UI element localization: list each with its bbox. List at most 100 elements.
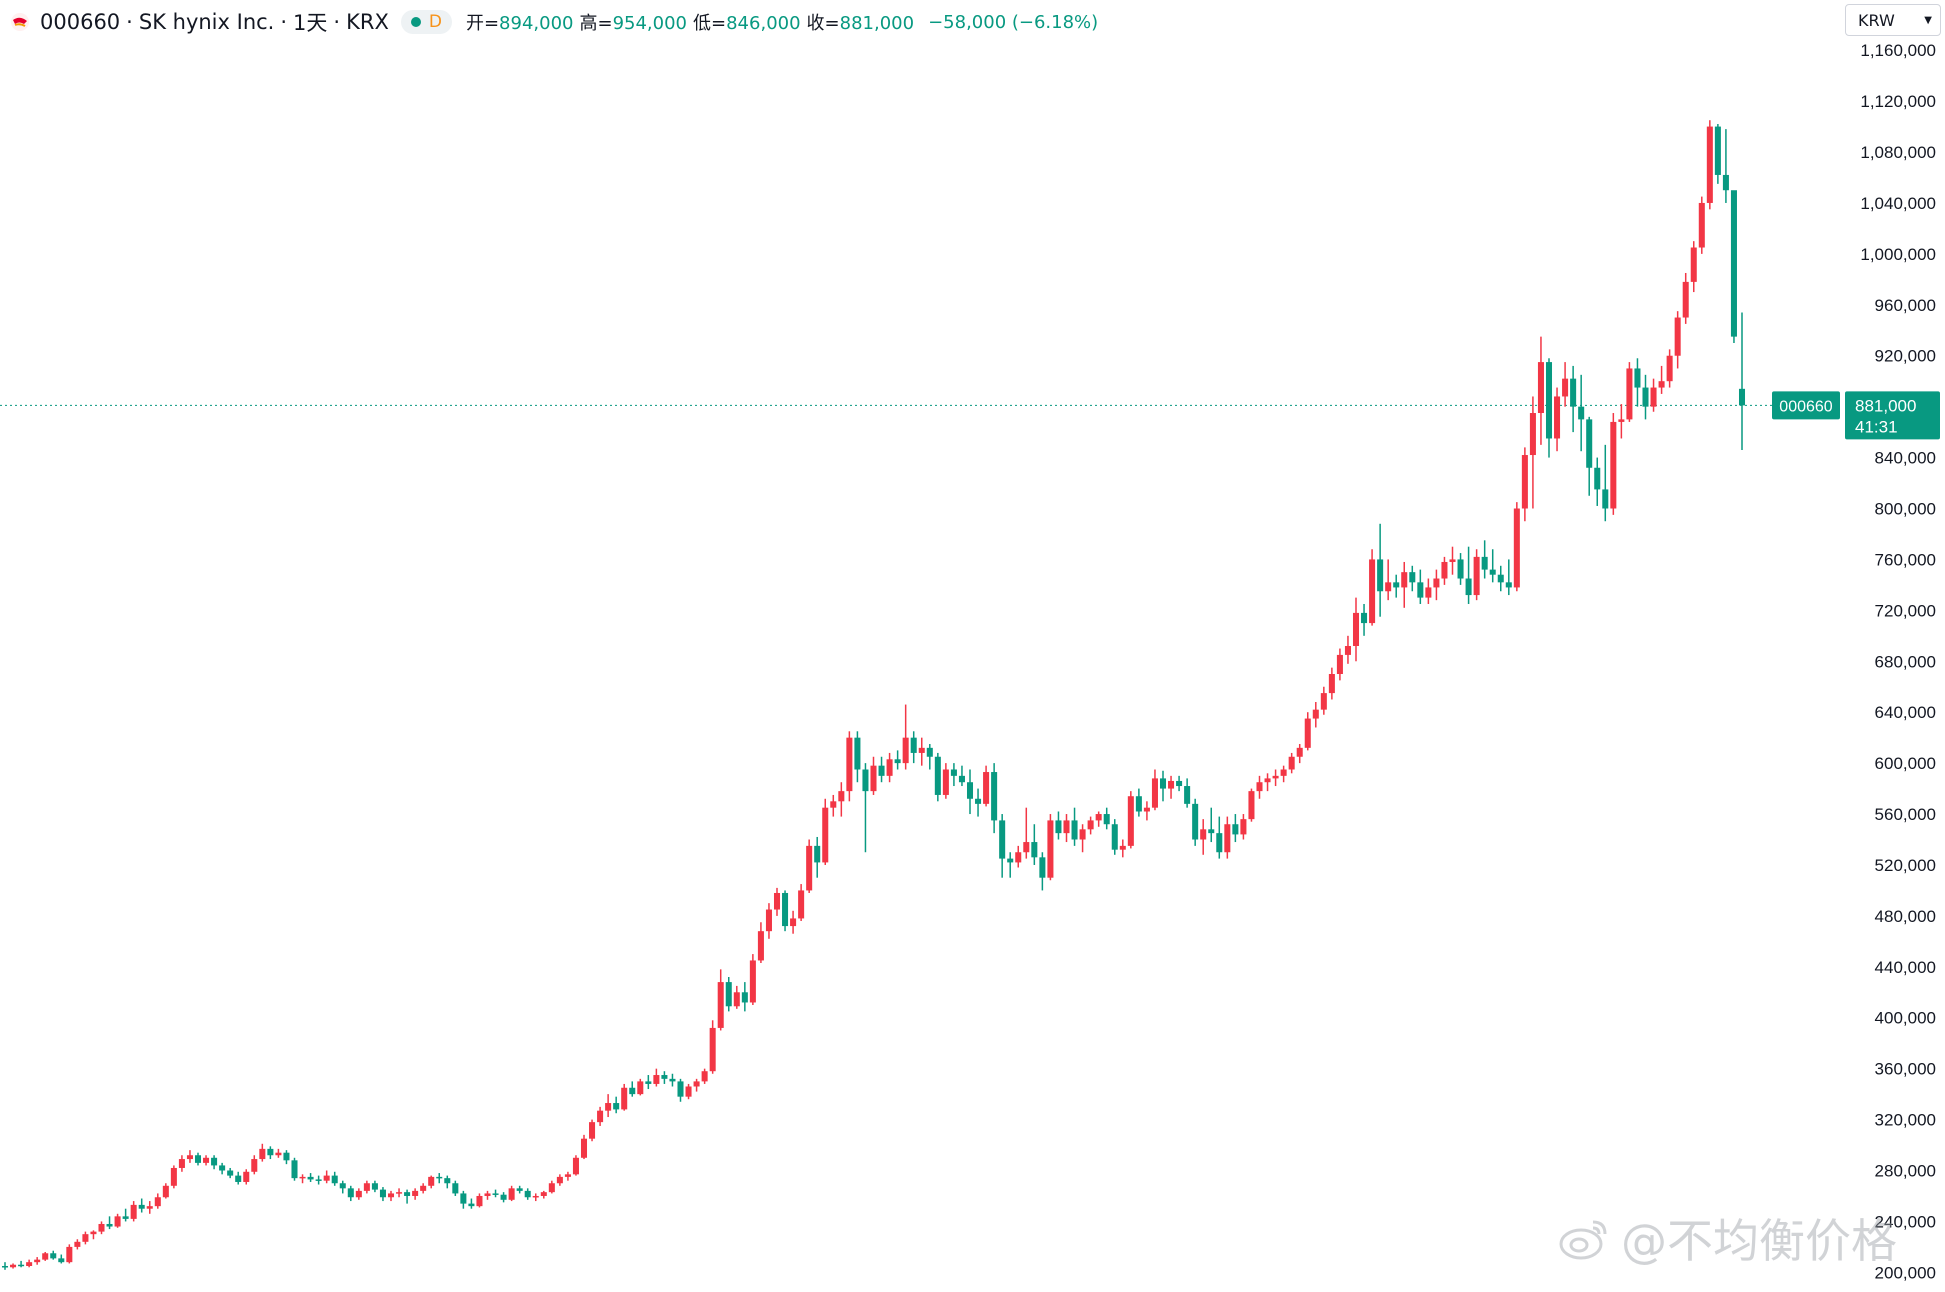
candle-body: [267, 1148, 274, 1156]
candle-body: [1393, 582, 1400, 588]
candle-body: [1562, 378, 1569, 397]
chevron-down-icon: ▼: [1924, 14, 1932, 26]
candle-body: [122, 1216, 129, 1219]
candle-body: [741, 992, 748, 1003]
candle-body: [822, 807, 829, 863]
candle-body: [1529, 413, 1536, 456]
candle-body: [1578, 406, 1585, 420]
candle-body: [1240, 819, 1247, 835]
candle-body: [846, 737, 853, 792]
price-axis-tick-label: 280,000: [1875, 1162, 1936, 1181]
candle-body: [870, 765, 877, 792]
candle-body: [942, 769, 949, 795]
candle-body: [1626, 368, 1633, 420]
candle-body: [1256, 782, 1263, 792]
candle-body: [1594, 467, 1601, 490]
candle-body: [1208, 829, 1215, 834]
candle-body: [1706, 126, 1713, 203]
candle-body: [1127, 796, 1134, 846]
watermark-text: @不均衡价格: [1621, 1214, 1897, 1268]
price-tag-countdown: 41:31: [1855, 417, 1898, 436]
price-axis-tick-label: 520,000: [1875, 856, 1936, 875]
candle-body: [1618, 419, 1625, 422]
candle-body: [1192, 803, 1199, 840]
candle-body: [830, 801, 837, 808]
candle-body: [685, 1086, 692, 1097]
candle-body: [1505, 582, 1512, 588]
candle-body: [1714, 126, 1721, 175]
candle-body: [1055, 820, 1062, 834]
symbol-name[interactable]: SK hynix Inc.: [138, 10, 275, 34]
candle-body: [1023, 842, 1030, 853]
candle-body: [532, 1195, 539, 1198]
candle-body: [1738, 388, 1746, 406]
candle-body: [412, 1190, 419, 1196]
ohlc-high: 高=954,000: [579, 9, 687, 35]
candle-body: [790, 918, 797, 927]
candle-body: [637, 1081, 644, 1095]
price-axis-tick-label: 400,000: [1875, 1009, 1936, 1028]
currency-selector[interactable]: KRW ▼: [1845, 4, 1941, 36]
candle-body: [339, 1183, 346, 1189]
legend-separator: ·: [126, 10, 133, 34]
candle-body: [1352, 612, 1360, 646]
price-axis-tick-label: 480,000: [1875, 907, 1936, 926]
low-value: 846,000: [726, 13, 801, 34]
candle-body: [178, 1159, 185, 1168]
candle-body: [420, 1185, 427, 1191]
interval-label[interactable]: 1天: [293, 11, 328, 35]
candle-body: [1264, 778, 1271, 783]
candle-body: [701, 1071, 708, 1082]
candle-body: [452, 1183, 459, 1194]
candle-body: [1176, 780, 1183, 787]
candle-body: [1513, 508, 1520, 588]
candle-body: [1457, 559, 1464, 579]
candle-body: [1248, 791, 1255, 820]
candle-body: [854, 737, 861, 770]
candle-body: [1473, 556, 1480, 596]
candle-body: [484, 1193, 491, 1196]
candle-body: [323, 1175, 330, 1181]
candle-body: [677, 1081, 684, 1097]
price-axis-tick-label: 320,000: [1875, 1111, 1936, 1130]
price-axis-tick-label: 1,160,000: [1860, 41, 1936, 60]
candle-body: [1537, 362, 1544, 414]
symbol-code[interactable]: 000660: [40, 10, 121, 34]
candle-body: [283, 1152, 290, 1161]
candle-body: [1425, 587, 1432, 598]
candle-body: [1320, 693, 1327, 710]
candle-body: [572, 1157, 579, 1175]
candle-body: [396, 1192, 403, 1194]
candle-body: [10, 1264, 17, 1268]
candle-body: [170, 1167, 177, 1186]
candle-body: [1610, 421, 1617, 509]
sk-hynix-logo-icon: [11, 13, 29, 31]
candle-body: [74, 1241, 81, 1247]
candle-body: [966, 782, 974, 799]
candle-body: [235, 1175, 242, 1182]
candle-body: [500, 1194, 507, 1200]
candle-body: [259, 1148, 266, 1160]
candle-body: [211, 1157, 218, 1166]
market-open-dot-icon: [410, 17, 421, 27]
market-status-pill[interactable]: D: [400, 10, 452, 34]
price-axis-tick-label: 440,000: [1875, 958, 1936, 977]
candle-body: [1722, 174, 1729, 191]
candle-body: [605, 1103, 612, 1111]
candle-body: [693, 1081, 700, 1087]
candle-body: [251, 1159, 258, 1172]
candle-body: [1111, 824, 1118, 850]
open-value: 894,000: [499, 13, 574, 34]
candle-body: [1690, 247, 1697, 282]
candle-body: [82, 1234, 89, 1242]
candle-body: [436, 1176, 443, 1179]
candle-body: [1449, 559, 1456, 562]
candle-body: [1570, 378, 1577, 407]
candle-body: [1304, 718, 1311, 748]
candle-body: [886, 759, 893, 776]
candle-body: [958, 775, 965, 783]
price-tag-price: 881,000: [1855, 396, 1916, 415]
candle-body: [1200, 829, 1207, 840]
candle-body: [524, 1190, 531, 1198]
